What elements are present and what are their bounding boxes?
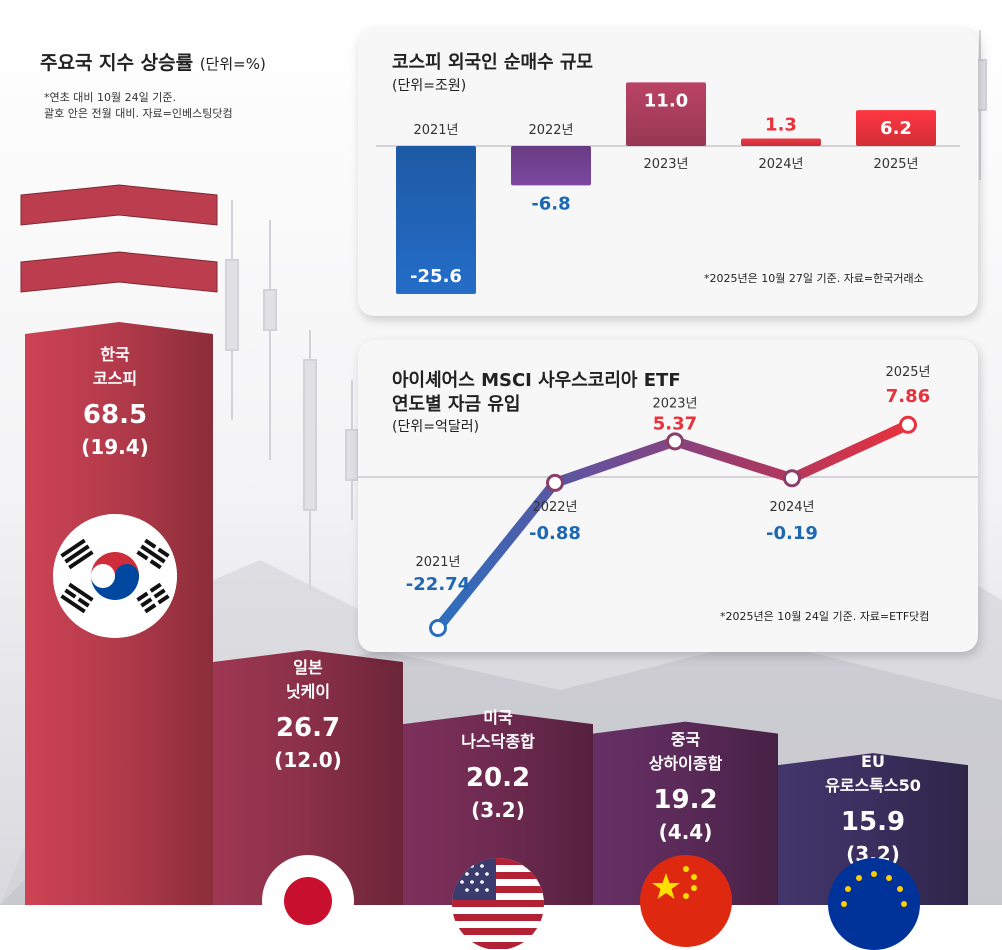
main-source-note: *연초 대비 10월 24일 기준. 괄호 안은 전월 대비. 자료=인베스팅닷… xyxy=(44,91,233,120)
panel1-unit: (단위=조원) xyxy=(392,78,467,94)
country-name: 일본 xyxy=(293,658,323,677)
etf-inflow-chart: 2021년 -22.74 2022년 -0.88 2023년 5.37 2024년 -0.19… xyxy=(358,365,978,637)
value-label: -0.88 xyxy=(529,523,581,544)
bar xyxy=(511,146,591,186)
category-label: 2022년 xyxy=(528,123,573,138)
column-label-us: 미국 나스닥종합 20.2 (3.2) xyxy=(403,706,593,824)
panel2-unit: (단위=억달러) xyxy=(392,419,480,435)
panel1-title: 코스피 외국인 순매수 규모 xyxy=(392,52,593,73)
eu-flag-icon xyxy=(828,858,920,950)
category-label: 2024년 xyxy=(758,157,803,172)
country-name: EU xyxy=(861,752,885,771)
column-label-korea: 한국 코스피 68.5 (19.4) xyxy=(25,343,205,461)
value-label: 15.9 xyxy=(840,807,906,837)
data-point xyxy=(429,619,447,637)
value-label: -0.19 xyxy=(766,523,818,544)
country-name: 중국 xyxy=(670,730,701,749)
country-name: 미국 xyxy=(483,708,513,727)
inflow-line xyxy=(433,419,913,633)
category-label: 2024년 xyxy=(769,500,814,515)
category-label: 2025년 xyxy=(873,157,918,172)
monthly-change-label: (3.2) xyxy=(471,798,525,822)
main-title-text: 주요국 지수 상승률 xyxy=(40,52,194,74)
column-label-japan: 일본 닛케이 26.7 (12.0) xyxy=(213,656,403,774)
value-label: 19.2 xyxy=(653,785,718,815)
korea-column-cap xyxy=(20,251,218,293)
index-name: 나스닥종합 xyxy=(461,732,535,751)
data-point xyxy=(783,469,801,488)
main-title-unit: (단위=%) xyxy=(199,55,266,73)
foreign-net-buying-panel: 코스피 외국인 순매수 규모 (단위=조원) 2021년 -25.6 2022년 -6… xyxy=(358,28,978,316)
main-title: 주요국 지수 상승률 (단위=%) xyxy=(40,48,266,75)
index-name: 유로스톡스50 xyxy=(825,776,921,795)
bar xyxy=(856,110,936,146)
value-label: 5.37 xyxy=(653,413,697,434)
category-label: 2023년 xyxy=(643,157,688,172)
column-label-eu: EU 유로스톡스50 15.9 (3.2) xyxy=(778,750,968,868)
index-column xyxy=(403,712,593,905)
japan-flag-icon xyxy=(262,855,354,947)
data-point xyxy=(546,473,564,492)
value-label: -6.8 xyxy=(531,193,570,214)
panel2-title-line2: 연도별 자금 유입 xyxy=(392,394,521,415)
bar xyxy=(396,146,476,294)
value-label: 1.3 xyxy=(765,114,797,135)
index-name: 코스피 xyxy=(92,369,138,388)
us-flag-icon xyxy=(452,858,544,950)
index-column xyxy=(213,650,403,905)
panel1-source-note: *2025년은 10월 27일 기준. 자료=한국거래소 xyxy=(704,272,924,285)
index-name: 닛케이 xyxy=(285,682,331,701)
country-name: 한국 xyxy=(100,345,130,364)
index-column xyxy=(778,753,968,905)
value-label: 7.86 xyxy=(886,386,930,407)
value-label: -22.74 xyxy=(406,574,470,595)
etf-inflow-panel: 아이셰어스 MSCI 사우스코리아 ETF 연도별 자금 유입 (단위=억달러)… xyxy=(358,340,978,652)
category-label: 2022년 xyxy=(532,500,577,515)
bar xyxy=(626,82,706,146)
monthly-change-label: (19.4) xyxy=(81,435,149,459)
value-label: -25.6 xyxy=(410,266,462,287)
panel2-title-line1: 아이셰어스 MSCI 사우스코리아 ETF xyxy=(392,370,681,391)
panel2-source-note: *2025년은 10월 24일 기준. 자료=ETF닷컴 xyxy=(720,610,930,623)
foreign-net-buying-chart: 2021년 -25.6 2022년 -6.8 2023년 11.0 2024년 1.3 2025… xyxy=(376,82,960,294)
china-flag-icon xyxy=(640,855,732,947)
column-label-china: 중국 상하이종합 19.2 (4.4) xyxy=(593,728,778,846)
category-label: 2021년 xyxy=(415,555,460,570)
index-column xyxy=(593,721,778,905)
value-label: 26.7 xyxy=(275,713,341,743)
category-label: 2023년 xyxy=(652,396,697,411)
data-point xyxy=(666,432,684,451)
bar xyxy=(741,138,821,146)
monthly-change-label: (12.0) xyxy=(274,748,342,772)
index-name: 상하이종합 xyxy=(648,754,723,773)
value-label: 20.2 xyxy=(465,763,531,793)
value-label: 11.0 xyxy=(644,90,688,111)
monthly-change-label: (4.4) xyxy=(658,820,713,844)
category-label: 2021년 xyxy=(413,123,458,138)
korea-column-cap xyxy=(20,184,218,226)
category-label: 2025년 xyxy=(885,365,930,380)
value-label: 6.2 xyxy=(880,118,912,139)
korea-flag-icon xyxy=(53,514,177,638)
value-label: 68.5 xyxy=(82,400,148,430)
data-point xyxy=(899,415,917,434)
